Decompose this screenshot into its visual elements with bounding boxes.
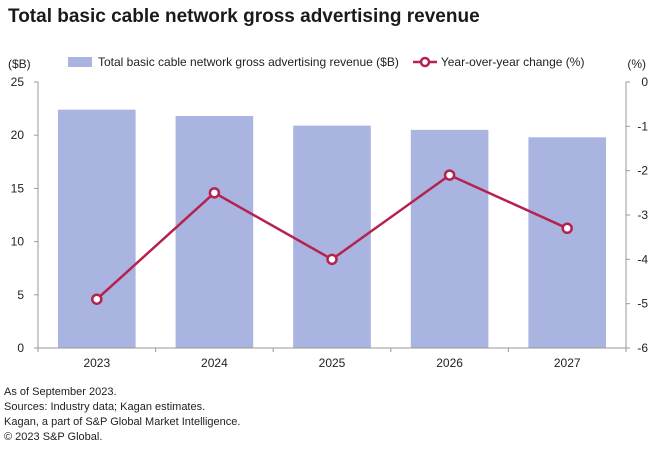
source-notes: As of September 2023. Sources: Industry … xyxy=(4,385,240,445)
note-line: © 2023 S&P Global. xyxy=(4,431,103,443)
left-tick-label: 5 xyxy=(17,288,24,302)
note-line: As of September 2023. xyxy=(4,386,117,398)
bar xyxy=(410,129,489,348)
left-tick-label: 10 xyxy=(11,235,25,249)
yoy-point xyxy=(561,222,573,235)
right-tick-label: -3 xyxy=(637,208,648,222)
x-tick-label: 2026 xyxy=(436,356,463,370)
bar xyxy=(175,116,254,348)
bar xyxy=(293,125,371,349)
right-axis-label: (%) xyxy=(627,57,646,71)
legend-label-revenue: Total basic cable network gross advertis… xyxy=(98,55,399,69)
left-axis-label: ($B) xyxy=(8,57,31,71)
legend-swatch-revenue xyxy=(68,57,92,67)
x-tick-label: 2027 xyxy=(554,356,581,370)
yoy-point xyxy=(91,293,103,305)
left-tick-label: 15 xyxy=(11,181,25,195)
right-tick-label: -2 xyxy=(637,164,648,178)
right-tick-label: -4 xyxy=(637,252,648,266)
legend-item-revenue: Total basic cable network gross advertis… xyxy=(68,55,399,69)
x-tick-label: 2023 xyxy=(83,356,110,370)
legend: Total basic cable network gross advertis… xyxy=(68,55,584,69)
legend-item-yoy: Year-over-year change (%) xyxy=(399,55,585,69)
left-tick-label: 25 xyxy=(11,75,25,89)
note-line: Sources: Industry data; Kagan estimates. xyxy=(4,401,206,413)
note-line: Kagan, a part of S&P Global Market Intel… xyxy=(4,416,241,428)
right-tick-label: -5 xyxy=(637,297,648,311)
yoy-point xyxy=(443,169,456,181)
legend-label-yoy: Year-over-year change (%) xyxy=(440,55,585,69)
right-tick-label: -1 xyxy=(637,119,648,133)
x-tick-label: 2025 xyxy=(319,356,346,370)
x-tick-label: 2024 xyxy=(201,356,228,370)
legend-swatch-yoy xyxy=(412,56,437,68)
left-tick-label: 0 xyxy=(17,341,24,355)
yoy-point xyxy=(208,187,221,199)
bar xyxy=(528,137,607,348)
right-tick-label: 0 xyxy=(641,75,648,89)
bar xyxy=(57,109,136,348)
right-tick-label: -6 xyxy=(637,341,648,355)
chart-title: Total basic cable network gross advertis… xyxy=(8,6,480,27)
yoy-point xyxy=(326,253,338,266)
left-tick-label: 20 xyxy=(11,128,25,142)
